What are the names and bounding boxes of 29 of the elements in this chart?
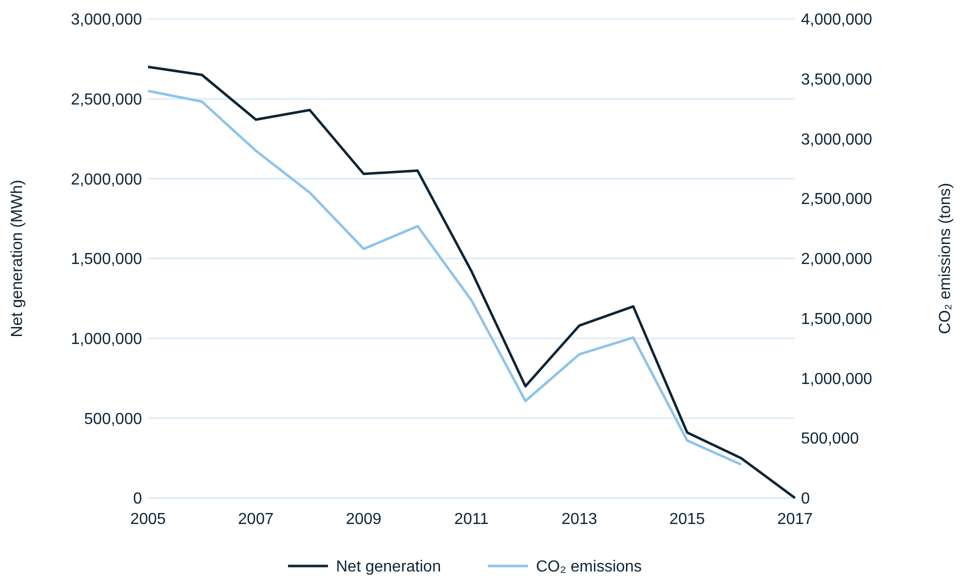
x-tick-label: 2017 [777, 511, 813, 528]
y2-tick-label: 2,000,000 [801, 251, 872, 268]
y2-tick-label: 0 [801, 490, 810, 508]
y2-tick-label: 3,500,000 [801, 71, 872, 88]
y-tick-label: 2,000,000 [70, 171, 142, 188]
x-tick-label: 2005 [130, 511, 166, 528]
legend-label: Net generation [336, 558, 441, 576]
y-tick-label: 2,500,000 [70, 91, 142, 108]
y-tick-label: 1,500,000 [70, 251, 142, 268]
y-tick-label: 0 [133, 490, 142, 508]
y-tick-label: 1,000,000 [70, 330, 142, 348]
y2-tick-label: 3,000,000 [801, 131, 872, 148]
y2-tick-label: 1,000,000 [801, 370, 872, 388]
y-tick-label: 500,000 [84, 410, 142, 428]
x-tick-label: 2015 [669, 511, 706, 528]
line-series [146, 90, 742, 466]
line-series [146, 66, 796, 500]
y2-tick-label: 500,000 [801, 430, 859, 448]
y2-tick-label: 1,500,000 [801, 310, 872, 328]
x-tick-label: 2011 [454, 511, 489, 528]
y-tick-label: 3,000,000 [70, 12, 142, 29]
y2-tick-label: 4,000,000 [801, 12, 872, 29]
legend-label: CO₂ emissions [536, 558, 642, 576]
y2-axis-title: CO₂ emissions (tons) [937, 182, 954, 334]
y-axis-title: Net generation (MWh) [9, 180, 26, 338]
x-tick-label: 2009 [346, 511, 382, 528]
x-tick-label: 2007 [238, 511, 274, 528]
x-tick-label: 2013 [562, 511, 598, 528]
y2-tick-label: 2,500,000 [801, 191, 872, 208]
